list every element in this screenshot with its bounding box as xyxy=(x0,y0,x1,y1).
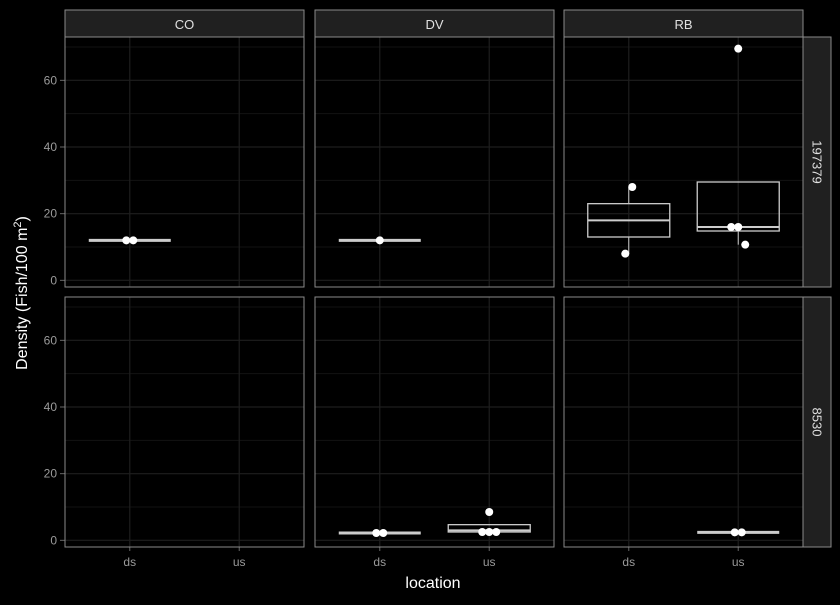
y-axis-title-main: Density (Fish/100 m xyxy=(14,228,31,370)
x-tick-label: us xyxy=(233,555,246,569)
data-point xyxy=(741,240,750,249)
y-tick-label: 0 xyxy=(50,533,57,547)
outlier-point xyxy=(734,44,743,53)
data-point xyxy=(122,236,131,245)
x-tick-label: ds xyxy=(123,555,136,569)
data-point xyxy=(628,183,637,191)
x-tick-label: us xyxy=(483,555,496,569)
y-tick-label: 40 xyxy=(44,140,58,154)
data-point xyxy=(727,223,736,231)
data-point xyxy=(379,529,388,537)
row-strip-8530 xyxy=(802,296,832,548)
y-tick-label: 60 xyxy=(44,333,58,347)
x-tick-label: us xyxy=(732,555,745,569)
panel-dv-197379 xyxy=(314,36,555,288)
panel-dv-8530 xyxy=(314,296,555,548)
panel-background xyxy=(564,297,803,547)
x-tick-label: ds xyxy=(622,555,635,569)
panel-border xyxy=(314,36,555,288)
col-strip-label: RB xyxy=(674,17,692,32)
data-point xyxy=(734,223,743,231)
panel-border xyxy=(314,296,555,548)
data-point xyxy=(492,528,501,536)
panel-rb-8530 xyxy=(563,296,804,548)
row-strip-label: 8530 xyxy=(810,408,825,437)
col-strip-label: CO xyxy=(175,17,195,32)
col-strip-co xyxy=(64,9,305,38)
panel-background xyxy=(564,37,803,287)
panel-border xyxy=(563,296,804,548)
panel-background xyxy=(65,297,304,547)
panel-co-197379 xyxy=(64,36,305,288)
data-point xyxy=(372,529,381,537)
y-tick-label: 0 xyxy=(50,273,57,287)
data-point xyxy=(730,528,739,537)
x-axis-title: location xyxy=(405,575,460,592)
panel-background xyxy=(65,37,304,287)
y-tick-label: 20 xyxy=(44,207,58,221)
y-axis-title-close: ) xyxy=(14,216,31,221)
panel-rb-197379 xyxy=(563,36,804,288)
col-strip-dv xyxy=(314,9,555,38)
panel-border xyxy=(563,36,804,288)
y-tick-label: 20 xyxy=(44,467,58,481)
row-strip-label: 197379 xyxy=(810,140,825,183)
data-point xyxy=(737,528,746,537)
panel-border xyxy=(64,36,305,288)
data-point xyxy=(621,249,630,258)
outlier-point xyxy=(485,508,494,516)
data-point xyxy=(129,236,138,245)
data-point xyxy=(478,528,487,536)
y-axis-title: Density (Fish/100 m2) xyxy=(12,216,31,370)
panel-background xyxy=(315,37,554,287)
col-strip-rb xyxy=(563,9,804,38)
col-strip-label: DV xyxy=(425,17,443,32)
panel-co-8530 xyxy=(64,296,305,548)
data-point xyxy=(375,236,384,245)
row-strip-197379 xyxy=(802,36,832,288)
data-point xyxy=(485,528,494,536)
x-tick-label: ds xyxy=(373,555,386,569)
y-axis-title-superscript: 2 xyxy=(12,221,24,227)
panel-background xyxy=(315,297,554,547)
y-tick-label: 40 xyxy=(44,400,58,414)
panel-border xyxy=(64,296,305,548)
y-tick-label: 60 xyxy=(44,73,58,87)
